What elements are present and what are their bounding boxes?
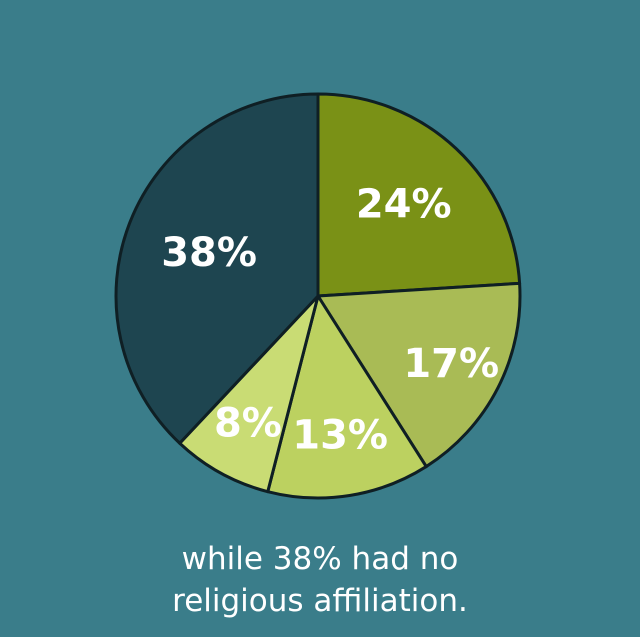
pie-slice-label-4: 38% (161, 230, 257, 276)
pie-chart: 24% 17% 13% 8% 38% (114, 92, 522, 500)
pie-slice-4 (114, 92, 320, 445)
caption-line-1: while 38% had no (181, 541, 459, 577)
pie-slice-3 (178, 294, 320, 494)
pie-slice-label-3: 8% (214, 400, 282, 446)
pie-slice-1 (316, 281, 522, 469)
caption-line-2: religious affiliation. (172, 583, 468, 619)
pie-slice-label-2: 13% (292, 413, 388, 459)
pie-slice-0 (316, 92, 522, 298)
pie-slice-label-1: 17% (403, 341, 499, 387)
pie-slice-2 (266, 294, 428, 500)
pie-slice-label-0: 24% (356, 182, 452, 228)
pie-chart-svg: 24% 17% 13%8% 38% (114, 92, 522, 500)
caption: while 38% had no religious affiliation. (0, 538, 640, 622)
